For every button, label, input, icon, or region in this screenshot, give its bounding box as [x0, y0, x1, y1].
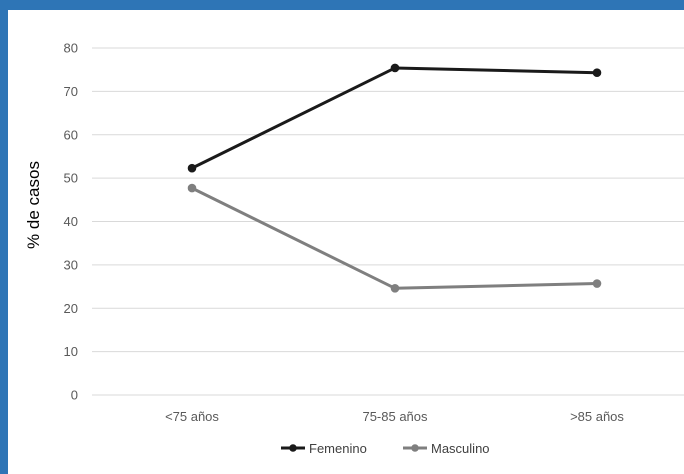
y-tick-label: 70	[64, 84, 78, 99]
legend-item-masculino: Masculino	[403, 441, 490, 456]
y-tick-label: 50	[64, 171, 78, 186]
series-layer	[187, 63, 602, 293]
series-line-femenino	[191, 66, 598, 170]
y-tick-label: 80	[64, 41, 78, 56]
x-tick-label: 75-85 años	[362, 409, 428, 424]
legend-marker	[289, 444, 297, 452]
legend-label: Masculino	[431, 441, 490, 456]
y-tick-label: 60	[64, 127, 78, 142]
y-tick-label: 0	[71, 388, 78, 403]
data-point-femenino	[187, 163, 197, 173]
data-point-femenino	[592, 68, 602, 78]
y-tick-label: 40	[64, 214, 78, 229]
series-line-masculino	[191, 186, 598, 290]
y-tick-label: 10	[64, 344, 78, 359]
legend-item-femenino: Femenino	[281, 441, 367, 456]
legend-marker	[411, 444, 419, 452]
gridlines	[92, 47, 684, 396]
y-tick-labels: 0 10 20 30 40 50 60 70 80	[64, 41, 78, 403]
y-tick-label: 20	[64, 301, 78, 316]
y-tick-label: 30	[64, 257, 78, 272]
data-point-masculino	[592, 279, 602, 288]
x-tick-label: >85 años	[570, 409, 624, 424]
data-point-masculino	[187, 183, 197, 193]
legend: Femenino Masculino	[281, 441, 490, 456]
x-tick-label: <75 años	[165, 409, 219, 424]
y-axis-label: % de casos	[24, 161, 43, 249]
legend-label: Femenino	[309, 441, 367, 456]
data-point-masculino	[390, 283, 400, 293]
data-point-femenino	[390, 63, 400, 73]
x-tick-labels: <75 años 75-85 años >85 años	[165, 409, 624, 424]
